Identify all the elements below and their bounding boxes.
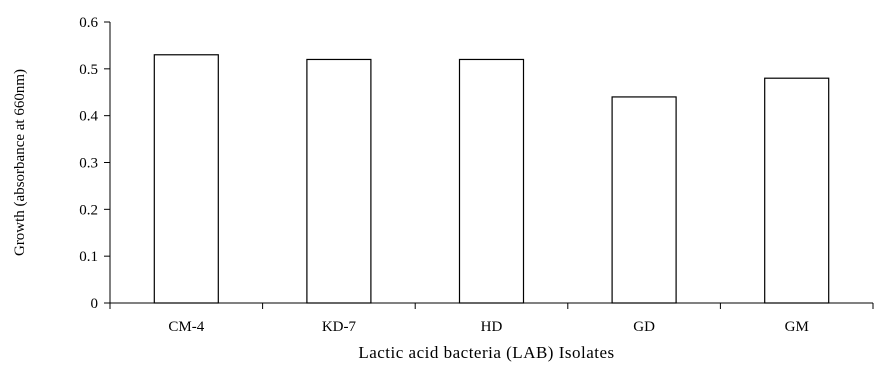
x-tick-label: GM [785, 319, 809, 335]
x-tick-label: HD [481, 319, 503, 335]
bar-gd [611, 96, 677, 304]
y-tick-label: 0.2 [79, 202, 98, 218]
x-axis-ticks: CM-4 KD-7 HD GD GM [109, 303, 874, 335]
bar-cm-4 [153, 54, 219, 304]
x-axis-label: Lactic acid bacteria (LAB) Isolates [358, 343, 614, 362]
y-tick-label: 0.3 [79, 156, 98, 172]
y-tick-label: 0.1 [79, 249, 98, 265]
x-tick-label: GD [633, 319, 655, 335]
x-tick-label: KD-7 [322, 319, 357, 335]
y-tick-label: 0 [91, 296, 99, 312]
bar-gm [764, 77, 830, 304]
y-tick-label: 0.6 [79, 15, 98, 31]
y-axis-ticks: 0 0.1 0.2 0.3 0.4 0.5 0.6 [79, 15, 110, 312]
bar-kd-7 [306, 58, 372, 304]
bars [153, 54, 830, 304]
y-axis-label: Growth (absorbance at 660nm) [12, 69, 28, 256]
x-tick-label: CM-4 [168, 319, 204, 335]
bar-hd [458, 58, 525, 304]
y-tick-label: 0.5 [79, 62, 98, 78]
y-tick-label: 0.4 [79, 109, 98, 125]
